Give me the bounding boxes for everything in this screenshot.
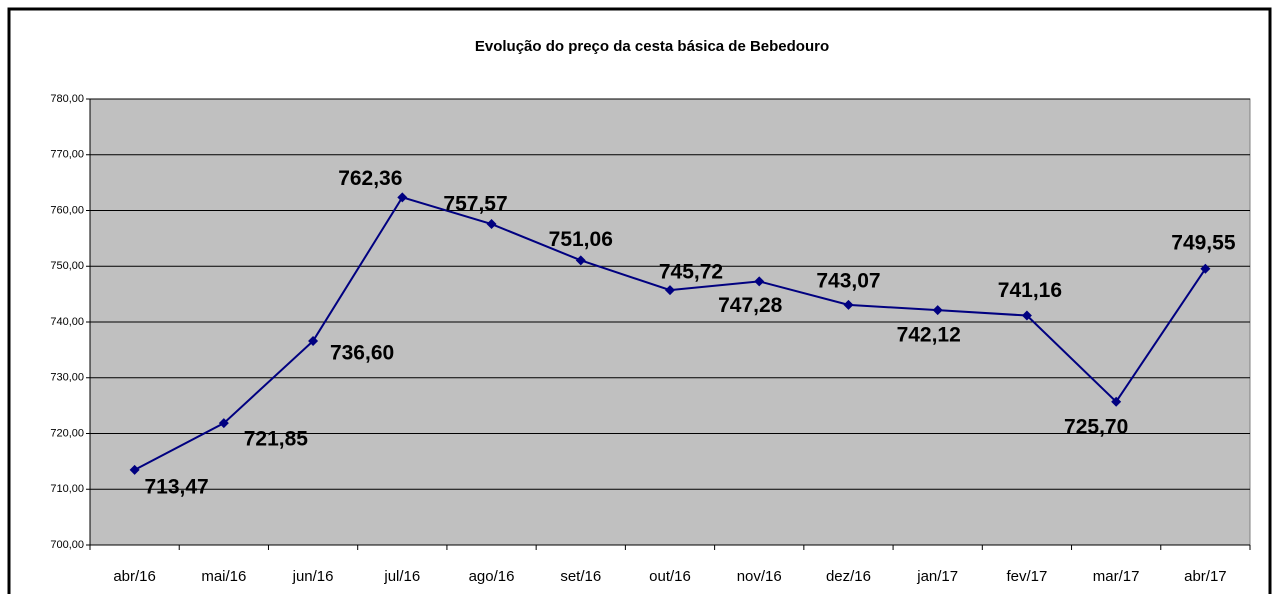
data-label: 742,12 bbox=[897, 324, 961, 347]
x-tick-label: abr/16 bbox=[113, 568, 156, 585]
y-tick-label: 760,00 bbox=[50, 204, 84, 216]
x-tick-label: set/16 bbox=[560, 568, 601, 585]
x-tick-label: mar/17 bbox=[1093, 568, 1140, 585]
data-label: 743,07 bbox=[816, 269, 880, 292]
marker bbox=[397, 192, 408, 203]
data-label: 741,16 bbox=[998, 279, 1062, 302]
marker bbox=[1200, 263, 1211, 274]
marker bbox=[665, 285, 675, 296]
x-tick-label: dez/16 bbox=[826, 568, 871, 585]
data-label: 721,85 bbox=[244, 428, 309, 451]
x-tick-label: ago/16 bbox=[469, 568, 515, 585]
marker bbox=[1111, 396, 1122, 407]
marker bbox=[486, 219, 497, 230]
y-tick-label: 700,00 bbox=[50, 539, 84, 551]
data-label: 745,72 bbox=[659, 261, 723, 284]
y-tick-label: 710,00 bbox=[50, 483, 84, 495]
data-label: 747,28 bbox=[718, 294, 783, 317]
data-label: 757,57 bbox=[443, 193, 507, 216]
marker bbox=[218, 418, 229, 429]
data-label: 762,36 bbox=[338, 167, 402, 190]
data-label: 713,47 bbox=[144, 475, 208, 498]
chart-title: Evolução do preço da cesta básica de Beb… bbox=[475, 38, 829, 55]
data-label: 749,55 bbox=[1171, 231, 1236, 254]
y-tick-label: 750,00 bbox=[50, 260, 84, 272]
marker bbox=[308, 335, 319, 346]
x-tick-label: out/16 bbox=[649, 568, 691, 585]
marker bbox=[932, 305, 943, 316]
x-tick-label: fev/17 bbox=[1006, 568, 1047, 585]
data-label: 736,60 bbox=[330, 342, 394, 365]
marker bbox=[843, 299, 854, 310]
x-tick-label: nov/16 bbox=[737, 568, 782, 585]
data-label: 725,70 bbox=[1064, 415, 1128, 438]
y-tick-label: 730,00 bbox=[50, 372, 84, 384]
x-tick-label: jan/17 bbox=[916, 568, 958, 585]
marker bbox=[575, 255, 586, 266]
marker bbox=[129, 464, 140, 475]
x-tick-label: mai/16 bbox=[201, 568, 246, 585]
marker bbox=[754, 276, 765, 287]
marker bbox=[1021, 310, 1032, 321]
x-tick-label: jun/16 bbox=[292, 568, 334, 585]
data-label: 751,06 bbox=[549, 228, 613, 251]
x-tick-label: jul/16 bbox=[383, 568, 420, 585]
y-tick-label: 780,00 bbox=[50, 93, 84, 105]
y-tick-label: 740,00 bbox=[50, 316, 84, 328]
y-tick-label: 770,00 bbox=[50, 149, 84, 161]
y-tick-label: 720,00 bbox=[50, 427, 84, 439]
x-tick-label: abr/17 bbox=[1184, 568, 1227, 585]
